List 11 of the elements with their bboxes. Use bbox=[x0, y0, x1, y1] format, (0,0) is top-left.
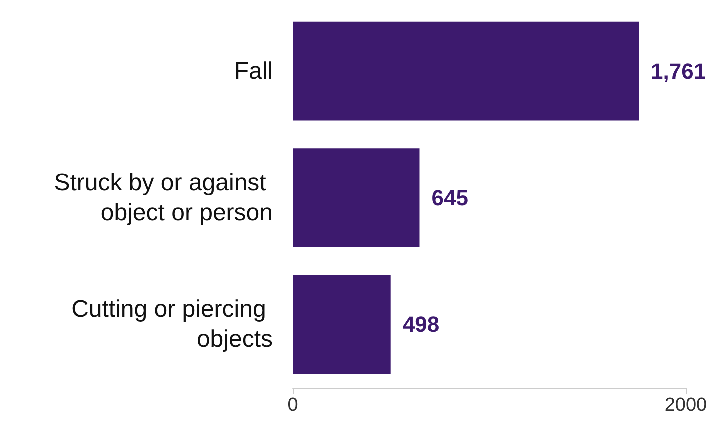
x-tick-label: 0 bbox=[288, 395, 298, 416]
y-tick-label: Fall bbox=[234, 58, 273, 85]
x-tick-label: 2000 bbox=[664, 395, 708, 416]
bar bbox=[293, 275, 391, 374]
bar bbox=[293, 148, 420, 248]
y-tick-label: Cutting or piercing objects bbox=[72, 296, 273, 354]
data-label: 645 bbox=[432, 186, 468, 210]
bar bbox=[293, 22, 640, 121]
data-label: 498 bbox=[402, 312, 440, 338]
data-label: 1,761 bbox=[651, 58, 706, 84]
y-tick-label: Struck by or against object or person bbox=[54, 170, 273, 226]
